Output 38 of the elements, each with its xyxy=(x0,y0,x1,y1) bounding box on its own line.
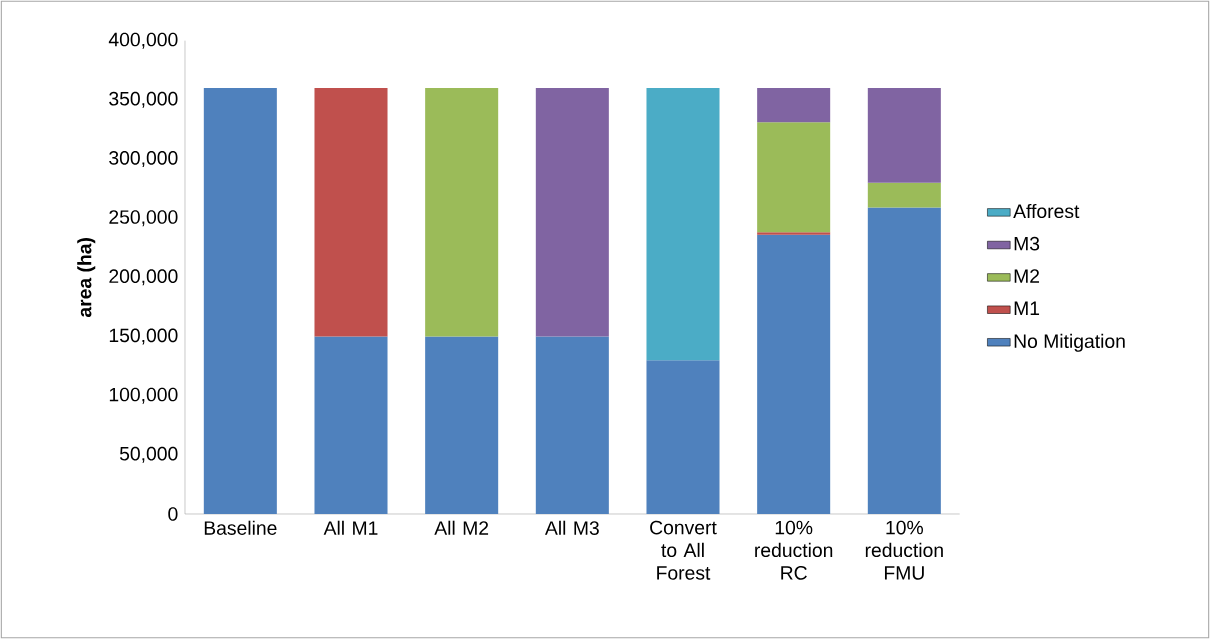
bar xyxy=(646,88,720,361)
bar xyxy=(535,88,609,337)
x-tick-label: Baseline xyxy=(204,520,277,535)
bar xyxy=(314,336,388,514)
legend-label: M3 xyxy=(1014,236,1040,251)
bar xyxy=(425,336,499,514)
y-tick-label: 400,000 xyxy=(108,32,178,49)
y-tick-label: 150,000 xyxy=(109,328,178,345)
x-tick-label: All M2 xyxy=(434,520,489,535)
bar xyxy=(867,88,941,183)
y-tick-label: 0 xyxy=(168,507,178,521)
y-axis-title: area (ha) xyxy=(77,238,96,318)
y-tick-label: 100,000 xyxy=(109,387,178,404)
bar xyxy=(757,232,831,235)
y-tick-label: 350,000 xyxy=(109,91,178,108)
bar xyxy=(757,88,831,123)
bar xyxy=(867,207,941,514)
x-tick-label: Convert to All Forest xyxy=(650,520,717,580)
y-tick-label: 200,000 xyxy=(109,269,178,286)
legend-label: Afforest xyxy=(1013,203,1080,219)
bar xyxy=(646,360,720,514)
x-tick-label: 10% reduction FMU xyxy=(865,520,943,580)
y-tick-label: 250,000 xyxy=(109,210,178,227)
bar xyxy=(867,182,941,208)
bar xyxy=(757,122,831,233)
legend-label: M1 xyxy=(1014,301,1040,315)
bar xyxy=(314,88,388,337)
y-tick-label: 300,000 xyxy=(109,151,178,167)
x-tick-label: All M3 xyxy=(544,520,599,535)
y-tick-label: 50,000 xyxy=(119,446,178,463)
bar xyxy=(535,336,609,514)
x-tick-label: All M1 xyxy=(323,520,378,535)
legend-label: No Mitigation xyxy=(1014,333,1125,352)
bar xyxy=(757,234,831,514)
x-tick-label: 10% reduction RC xyxy=(755,520,833,580)
bar xyxy=(425,88,499,337)
legend-label: M2 xyxy=(1014,269,1040,283)
bar xyxy=(203,88,277,514)
